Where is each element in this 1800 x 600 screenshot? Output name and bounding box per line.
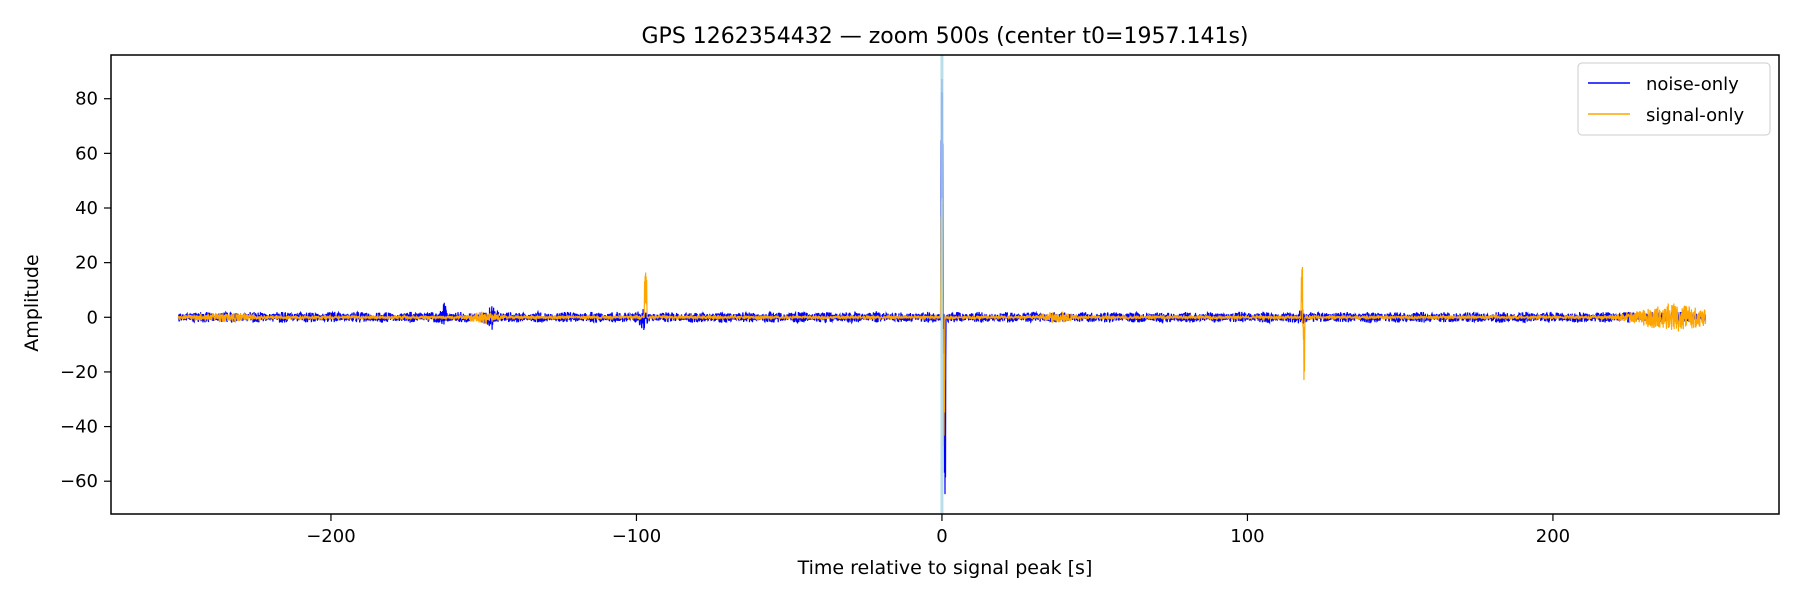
y-axis-label: Amplitude [21,254,43,351]
legend: noise-only signal-only [1577,62,1771,136]
y-tick-label: 60 [75,143,98,164]
x-tick-label: 100 [1230,526,1264,547]
x-tick-label: 200 [1536,526,1570,547]
y-tick-label: −60 [60,471,98,492]
plot-frame [110,54,1780,515]
y-tick-label: 0 [87,307,98,328]
y-tick-label: −20 [60,362,98,383]
x-tick-label: −200 [306,526,355,547]
y-tick-label: 20 [75,253,98,274]
y-tick-label: −40 [60,417,98,438]
chart-title: GPS 1262354432 — zoom 500s (center t0=19… [642,24,1249,49]
x-tick-label: −100 [612,526,661,547]
legend-label-signal-only: signal-only [1646,105,1744,126]
plot-area [177,55,1707,514]
y-tick-label: 40 [75,198,98,219]
legend-box [1577,62,1771,136]
y-tick-label: 80 [75,89,98,110]
legend-label-noise-only: noise-only [1646,74,1739,95]
x-axis-label: Time relative to signal peak [s] [797,557,1093,579]
x-tick-label: 0 [936,526,947,547]
